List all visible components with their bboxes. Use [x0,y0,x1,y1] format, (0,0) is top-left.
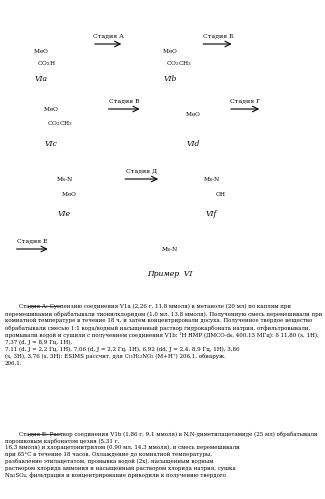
Text: Стадия Б: Стадия Б [202,34,233,39]
Text: $\mathregular{CO_2CH_3}$: $\mathregular{CO_2CH_3}$ [166,59,192,68]
Text: Ms-N: Ms-N [162,247,178,251]
Text: VIe: VIe [58,210,71,218]
Text: $\mathregular{MeO}$: $\mathregular{MeO}$ [33,47,49,55]
Text: Стадия В: Стадия В [109,99,139,104]
Text: Ms-N: Ms-N [56,177,72,182]
Text: VIc: VIc [44,140,57,148]
Text: OH: OH [216,192,226,197]
Text: Стадия А: Суспензию соединения V1a (2,26 г, 11,8 ммоля) в метаноле (20 мл) по ка: Стадия А: Суспензию соединения V1a (2,26… [5,304,322,365]
Text: $\mathregular{MeO}$: $\mathregular{MeO}$ [61,190,77,198]
Text: $\mathregular{MeO}$: $\mathregular{MeO}$ [162,47,178,55]
Text: Ms-N: Ms-N [203,177,220,182]
Text: $\mathregular{MeO}$: $\mathregular{MeO}$ [185,110,201,118]
Text: $\mathregular{CO_2CH_3}$: $\mathregular{CO_2CH_3}$ [47,120,73,128]
Text: VIb: VIb [163,75,177,83]
Text: VIf: VIf [206,210,217,218]
Text: Стадия Б: Раствор соединения V1b (1,86 г, 9,1 ммоля) в N,N-диметилацетамиде (25 : Стадия Б: Раствор соединения V1b (1,86 г… [5,431,317,478]
Text: Стадия Г: Стадия Г [230,99,261,104]
Text: $\mathregular{CO_2H}$: $\mathregular{CO_2H}$ [36,59,56,68]
Text: Стадия Е: Стадия Е [17,239,47,244]
Text: VIa: VIa [35,75,48,83]
Text: Стадия А: Стадия А [93,34,124,39]
Text: Пример  VI: Пример VI [148,270,193,278]
Text: VId: VId [187,140,200,148]
Text: $\mathregular{MeO}$: $\mathregular{MeO}$ [43,105,58,113]
Text: Стадия Д: Стадия Д [126,169,157,174]
